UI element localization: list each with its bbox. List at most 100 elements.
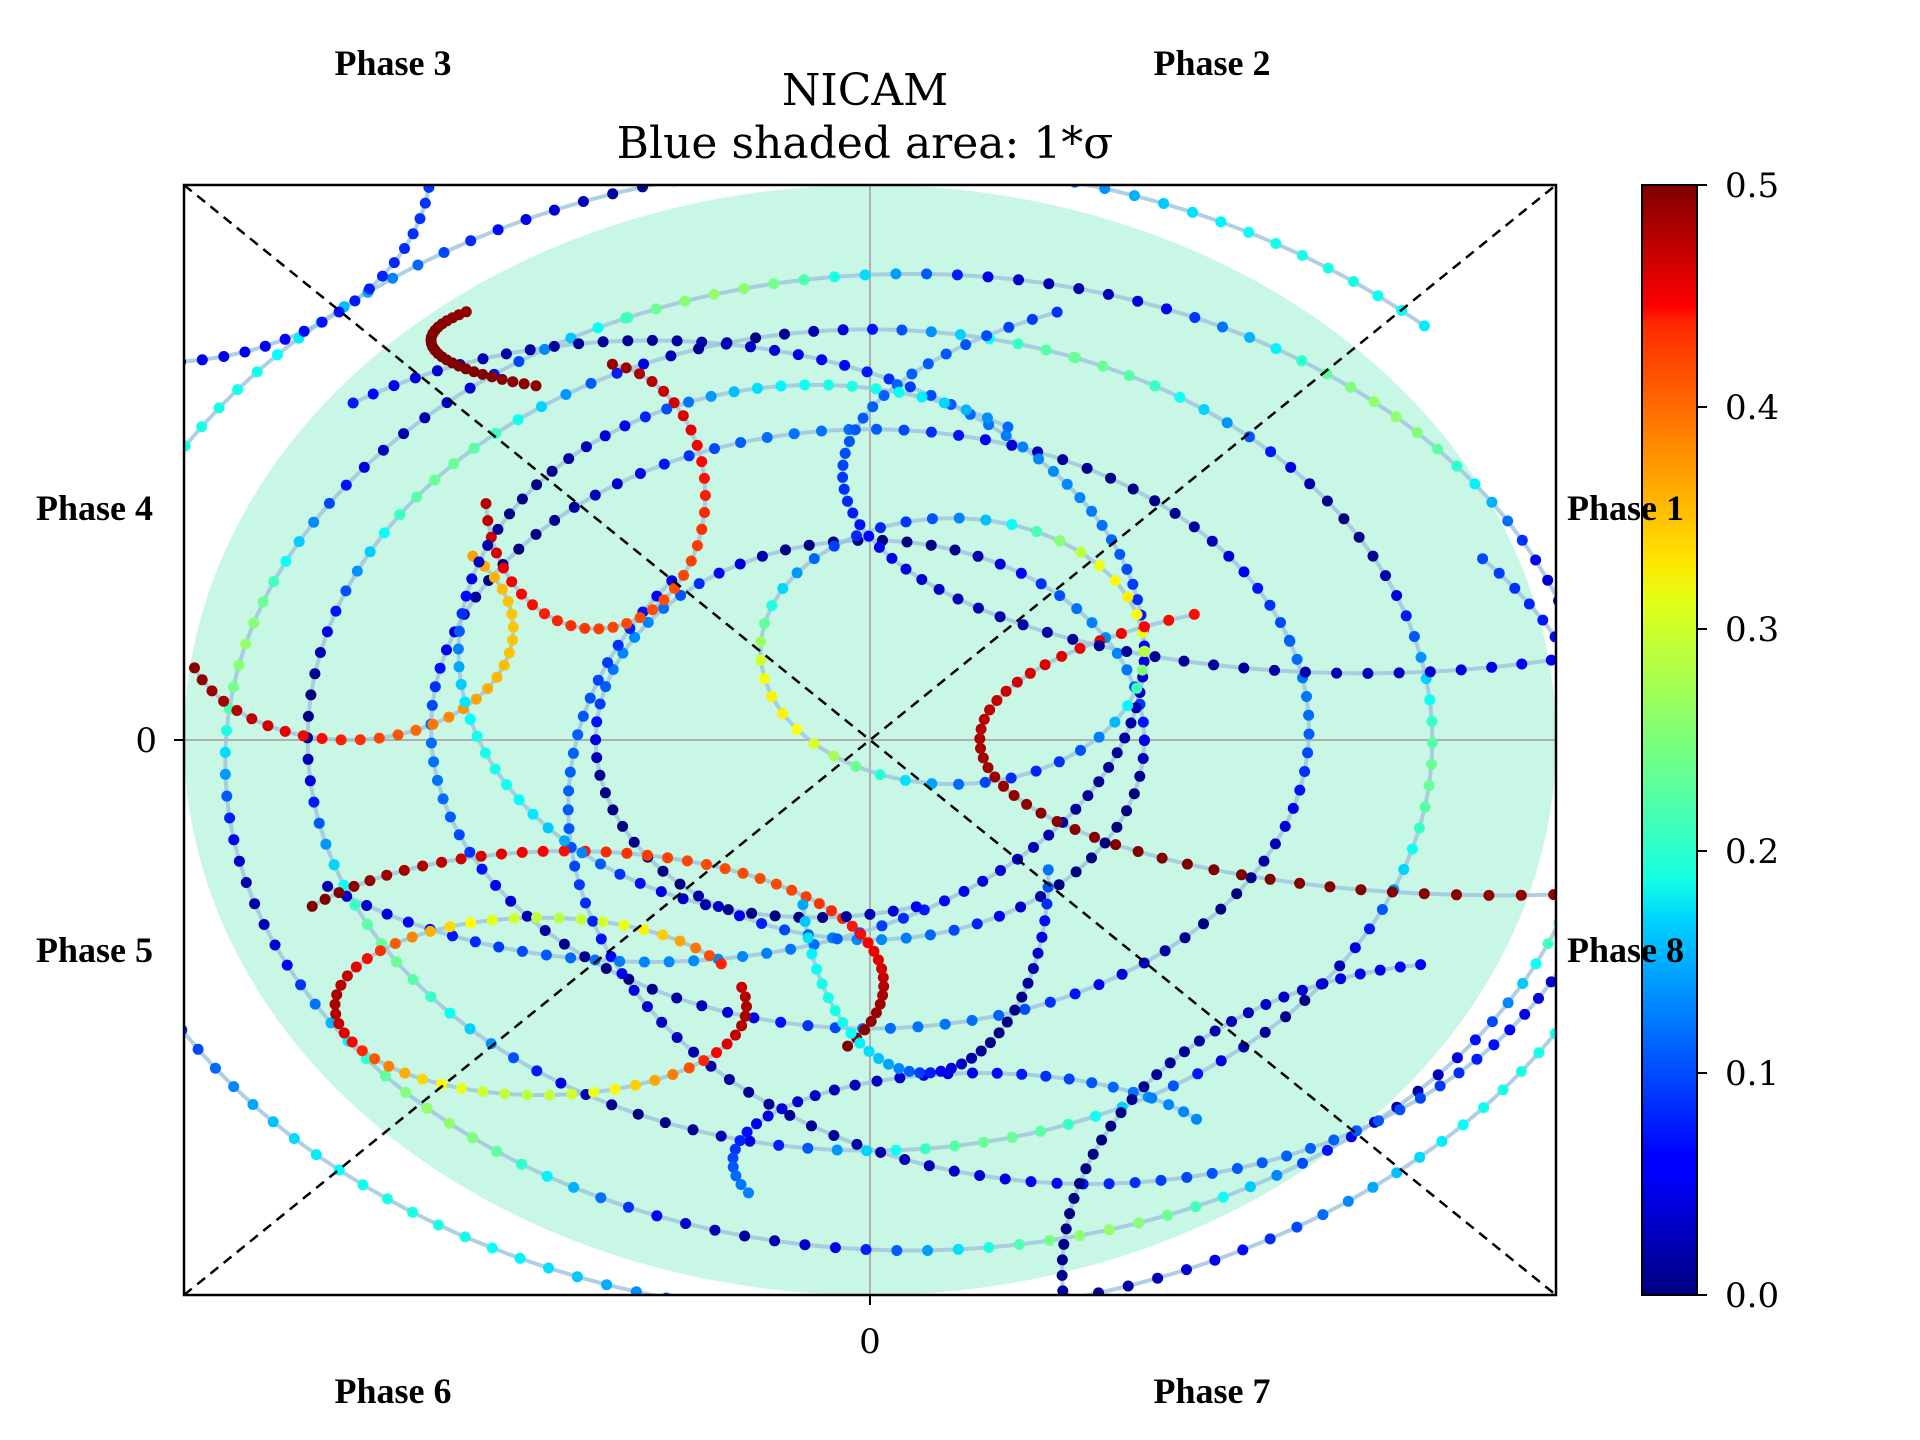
data-point (1597, 870, 1608, 881)
data-point (377, 270, 388, 282)
data-point (507, 634, 518, 646)
data-point (562, 804, 574, 816)
data-point (989, 771, 1001, 783)
data-point (736, 981, 748, 993)
data-point (993, 1009, 1005, 1021)
data-point (1125, 717, 1137, 729)
data-point (925, 389, 937, 401)
data-point (972, 602, 984, 614)
data-point (791, 567, 803, 579)
data-point (516, 945, 528, 957)
data-point (302, 710, 314, 722)
data-point (564, 766, 576, 778)
data-point (595, 933, 607, 945)
data-point (842, 495, 853, 507)
data-point (333, 887, 345, 899)
data-point (797, 899, 809, 911)
data-point (412, 259, 424, 271)
data-point (1301, 691, 1312, 702)
data-point (591, 752, 603, 764)
data-point (1519, 1008, 1531, 1020)
data-point (1362, 667, 1374, 679)
data-point (658, 385, 670, 397)
data-point (1042, 881, 1054, 893)
data-point (948, 1165, 960, 1177)
data-point (218, 351, 230, 362)
data-point (1605, 795, 1616, 806)
data-point (387, 272, 399, 284)
data-point (722, 1006, 734, 1018)
data-point (599, 430, 611, 442)
data-point (894, 1072, 906, 1084)
data-point (1128, 788, 1140, 800)
data-point (1486, 496, 1498, 508)
data-point (1024, 667, 1036, 679)
data-point (1067, 633, 1079, 645)
data-point (974, 733, 986, 745)
data-point (540, 949, 552, 961)
data-point (551, 615, 563, 627)
data-point (431, 365, 443, 377)
data-point (1114, 548, 1126, 560)
data-point (506, 608, 518, 620)
data-point (1017, 619, 1029, 631)
data-point (228, 1081, 240, 1093)
data-point (1264, 599, 1276, 611)
data-point (761, 947, 773, 959)
data-point (1328, 1134, 1340, 1146)
data-point (441, 397, 453, 409)
data-point (348, 880, 360, 892)
data-point (1278, 991, 1290, 1003)
data-point (1477, 553, 1489, 565)
data-point (1137, 716, 1149, 728)
data-point (862, 937, 874, 949)
data-point (591, 716, 603, 728)
data-point (1121, 664, 1133, 676)
chart-title: NICAM (782, 65, 948, 116)
data-point (76, 811, 87, 822)
data-point (1189, 312, 1201, 323)
data-point (1054, 535, 1066, 547)
data-point (486, 914, 498, 926)
data-point (587, 915, 599, 927)
data-point (196, 674, 208, 686)
data-point (497, 562, 509, 574)
data-point (508, 1052, 519, 1064)
data-point (464, 846, 476, 858)
data-point (1099, 1405, 1110, 1416)
data-point (878, 390, 890, 401)
data-point (1469, 478, 1481, 490)
phase-label-4: Phase 4 (36, 488, 153, 528)
data-point (565, 620, 577, 632)
data-point (751, 1118, 762, 1130)
data-point (1138, 735, 1150, 747)
colorbar-tick-label: 0.2 (1725, 832, 1779, 872)
data-point (1364, 923, 1375, 935)
data-point (874, 998, 886, 1010)
data-point (1226, 1016, 1237, 1027)
data-point (850, 760, 862, 772)
data-point (1132, 295, 1144, 307)
data-point (1604, 776, 1615, 787)
data-point (516, 493, 528, 505)
data-point (231, 705, 243, 716)
data-point (1082, 790, 1094, 802)
data-point (513, 356, 525, 367)
data-point (184, 440, 191, 452)
data-point (623, 1201, 634, 1213)
data-point (409, 372, 421, 384)
data-point (406, 931, 418, 943)
data-point (683, 1062, 695, 1074)
data-point (588, 1086, 600, 1098)
data-point (837, 324, 849, 336)
data-point (952, 593, 964, 605)
data-point (1059, 1301, 1070, 1312)
data-point (1075, 546, 1087, 558)
data-point (1188, 608, 1200, 620)
data-point (594, 698, 606, 710)
data-point (890, 1144, 902, 1156)
data-point (1406, 843, 1418, 855)
data-point (361, 900, 373, 911)
data-point (531, 1065, 543, 1077)
data-point (641, 849, 653, 861)
